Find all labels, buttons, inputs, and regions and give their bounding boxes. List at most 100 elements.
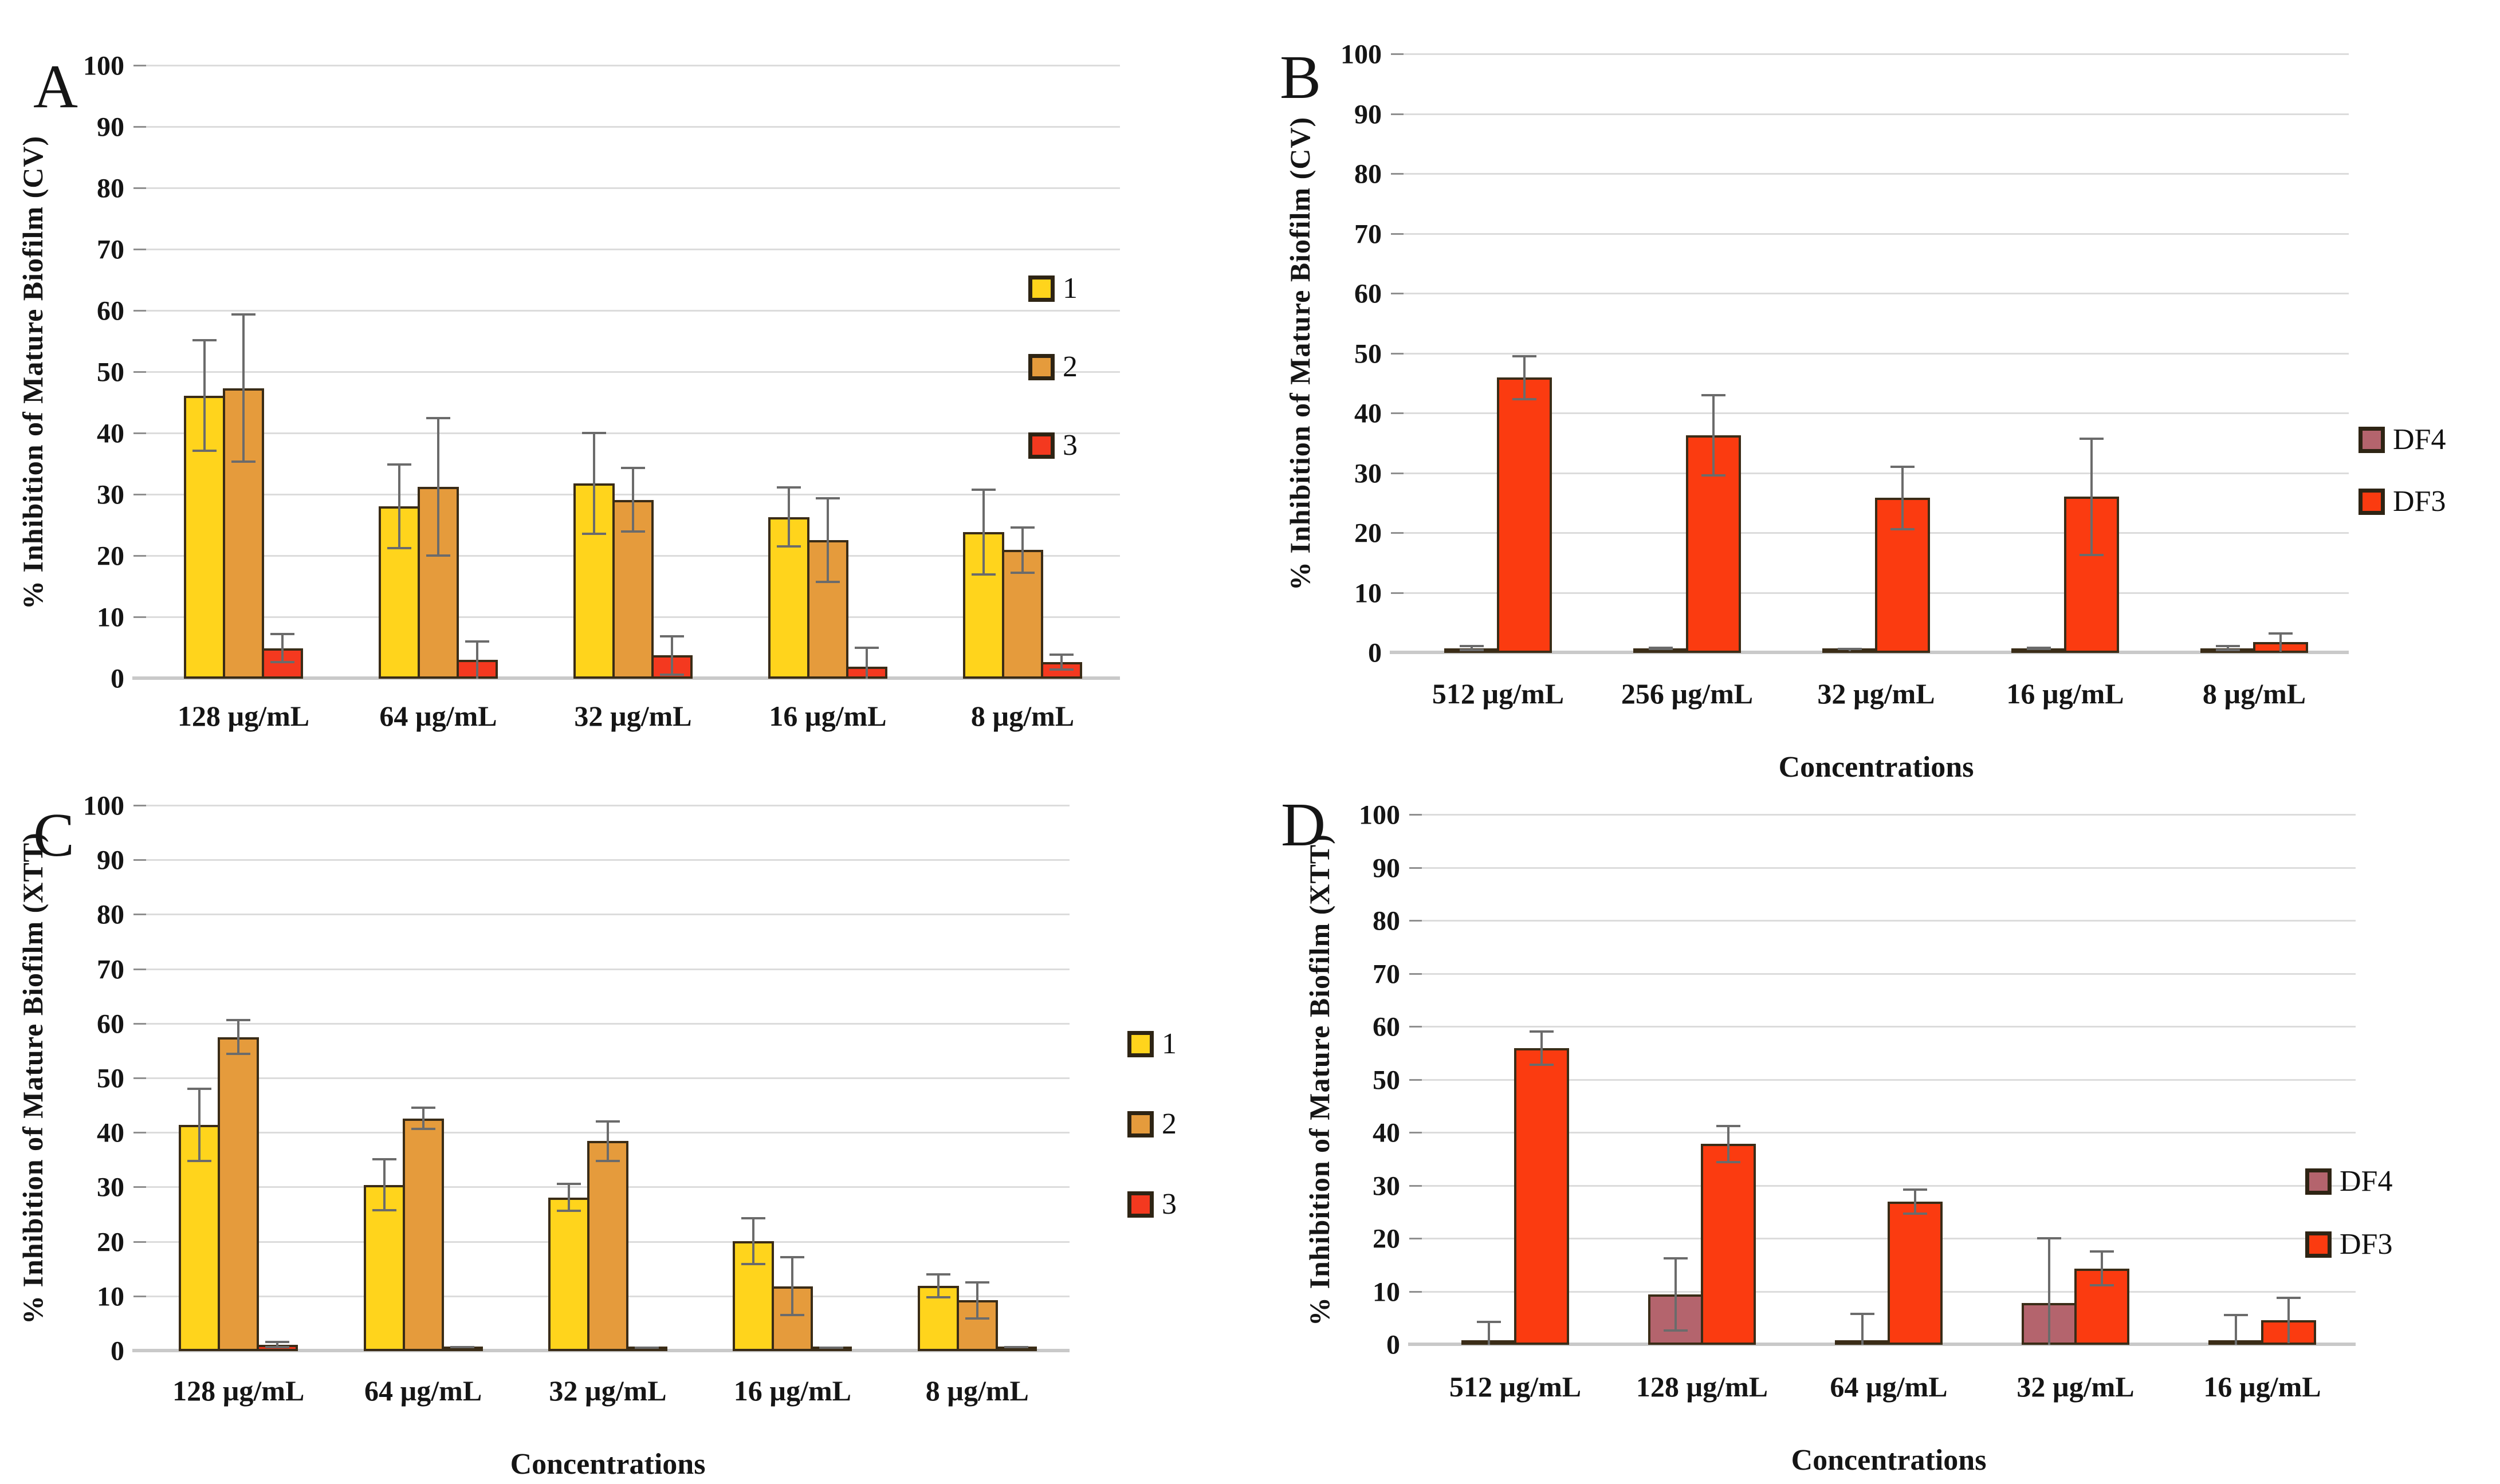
bar-slot [2261, 815, 2316, 1345]
error-bar-bottom-cap [1649, 647, 1673, 650]
bar-slot [223, 66, 264, 679]
y-axis-tick-label: 20 [1354, 518, 1382, 549]
error-bar-top-cap [780, 1256, 805, 1259]
error-bar-bottom-cap [2027, 647, 2051, 650]
y-axis-tick-mark [1409, 920, 1422, 922]
error-bar [398, 463, 400, 550]
bar-cluster [341, 66, 536, 679]
y-axis-tick-mark [133, 371, 146, 373]
panel-b-letter: B [1280, 44, 1322, 112]
error-bar [242, 313, 245, 463]
y-axis-tick-label: 10 [1373, 1277, 1400, 1307]
bar-cluster [1982, 815, 2169, 1345]
y-axis-tick-label: 70 [97, 954, 124, 985]
y-axis-tick-mark [1391, 173, 1404, 175]
y-axis-tick-label: 100 [83, 790, 124, 821]
error-bar-top-cap [2277, 1296, 2301, 1299]
bar-group [730, 66, 925, 679]
legend-item-2: 2 [1028, 352, 1078, 382]
y-axis-tick-mark [133, 968, 146, 970]
error-bar [1727, 1125, 1729, 1163]
x-axis-tick-label: 8 µg/mL [2202, 678, 2306, 710]
bar-group [146, 66, 341, 679]
x-axis-tick-label: 8 µg/mL [970, 700, 1075, 732]
legend-label: 3 [1162, 1188, 1177, 1221]
y-axis-tick-label: 60 [1373, 1011, 1400, 1042]
error-bar [982, 489, 985, 576]
error-bar [383, 1158, 386, 1212]
bar-cluster [1795, 815, 1982, 1345]
y-axis-tick-label: 0 [111, 1336, 124, 1367]
error-bar-bottom-cap [741, 1262, 766, 1265]
error-bar-bottom-cap [231, 460, 255, 463]
x-axis-tick-label: 16 µg/mL [733, 1375, 851, 1407]
error-bar-top-cap [1664, 1257, 1688, 1260]
legend-label: 2 [1162, 1108, 1177, 1140]
error-bar-top-cap [1903, 1188, 1927, 1191]
error-bar [2287, 1296, 2290, 1344]
bar-cluster [1422, 815, 1609, 1345]
error-bar [1712, 393, 1715, 477]
y-axis-tick-mark [1409, 1238, 1422, 1239]
legend-label: DF3 [2340, 1228, 2393, 1261]
error-bar-bottom-cap [972, 573, 996, 576]
bar-slot [262, 66, 303, 679]
error-bar-top-cap [372, 1158, 396, 1160]
bar-group [331, 806, 515, 1351]
error-bar-bottom-cap [819, 1347, 844, 1349]
gridline [146, 805, 1070, 806]
error-bar [2048, 1237, 2050, 1345]
y-axis-tick-mark [1409, 1026, 1422, 1028]
bar-slot [956, 806, 998, 1351]
error-bar-top-cap [1011, 526, 1035, 529]
y-axis-tick-label: 30 [1373, 1171, 1400, 1201]
legend-swatch-icon [1127, 1191, 1154, 1218]
error-bar-top-cap [926, 1273, 950, 1276]
bar-group [516, 806, 700, 1351]
error-bar-bottom-cap [1890, 528, 1915, 530]
error-bar-top-cap [1850, 1312, 1874, 1315]
x-axis-tick-label: 128 µg/mL [177, 700, 310, 732]
y-axis-tick-mark [1409, 1132, 1422, 1133]
x-axis-tick-label: 512 µg/mL [1449, 1371, 1582, 1403]
bar-cluster [1404, 54, 1593, 653]
x-axis-tick-label: 32 µg/mL [574, 700, 692, 732]
gridline [146, 126, 1120, 128]
gridline [1404, 293, 2349, 294]
bar-cluster [885, 806, 1070, 1351]
bar-slot [457, 66, 498, 679]
bar-cluster [730, 66, 925, 679]
error-bar [593, 431, 595, 535]
error-bar-bottom-cap [2216, 648, 2240, 651]
y-axis-tick-mark [133, 1132, 146, 1134]
bar-cluster [2160, 54, 2349, 653]
bar-cluster [1593, 54, 1782, 653]
y-axis-tick-label: 70 [1373, 959, 1400, 989]
error-bar-top-cap [1649, 646, 1673, 649]
legend-item-1: 1 [1127, 1029, 1177, 1059]
y-axis-tick-mark [1409, 973, 1422, 975]
bar-group [146, 806, 331, 1351]
legend-item-DF3: DF3 [2305, 1230, 2392, 1259]
bar-slot [1822, 54, 1877, 653]
error-bar [203, 339, 206, 452]
y-axis-tick-mark [1391, 53, 1404, 55]
bar-cluster [536, 66, 730, 679]
error-bar-bottom-cap [270, 661, 294, 664]
bar-slot [651, 66, 693, 679]
panel-a-legend: 1 2 3 [1028, 274, 1078, 460]
error-bar-top-cap [2037, 1237, 2061, 1240]
gridline [146, 249, 1120, 250]
gridline [1422, 867, 2356, 869]
y-axis-tick-mark [1391, 412, 1404, 414]
bar-cluster [146, 806, 331, 1351]
legend-swatch-icon [1028, 432, 1055, 459]
gridline [1404, 53, 2349, 55]
bar-slot [1002, 66, 1043, 679]
bar-slot [733, 806, 775, 1351]
bar-group [925, 66, 1120, 679]
bar-slot [1875, 54, 1930, 653]
gridline [146, 65, 1120, 66]
error-bar-bottom-cap [1530, 1063, 1554, 1066]
error-bar [1540, 1030, 1543, 1066]
